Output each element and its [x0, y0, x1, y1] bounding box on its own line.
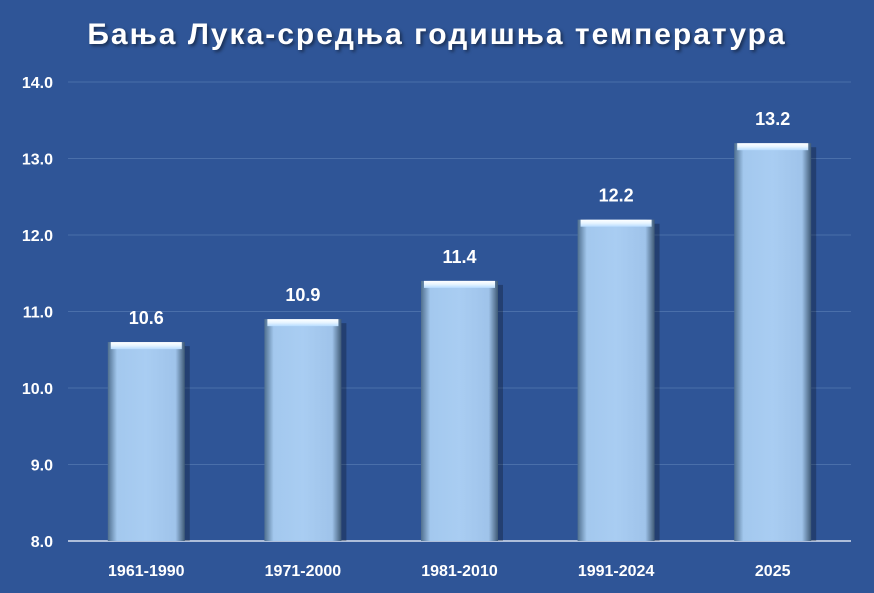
- y-tick-label: 13.0: [22, 152, 53, 169]
- data-label: 12.2: [599, 186, 634, 206]
- bar-cap: [110, 342, 182, 350]
- bar: [577, 219, 655, 541]
- bar-cap: [267, 319, 339, 327]
- bar: [107, 342, 185, 541]
- y-tick-label: 12.0: [22, 228, 53, 245]
- bar-cap: [580, 219, 652, 227]
- y-tick-label: 9.0: [31, 458, 53, 475]
- bar: [264, 319, 342, 541]
- data-label: 11.4: [442, 247, 476, 267]
- bar: [421, 280, 498, 541]
- chart-title: Бања Лука-средња годишња температура: [87, 18, 787, 51]
- bar: [734, 143, 812, 541]
- x-tick-label: 2025: [755, 563, 791, 580]
- bar-cap: [424, 280, 495, 288]
- y-tick-label: 10.0: [22, 381, 53, 398]
- x-tick-label: 1981-2010: [421, 563, 498, 580]
- data-label: 10.6: [129, 308, 164, 328]
- y-tick-label: 8.0: [31, 534, 53, 551]
- y-tick-label: 11.0: [23, 305, 53, 322]
- x-tick-label: 1991-2024: [578, 563, 655, 580]
- x-tick-label: 1961-1990: [108, 563, 185, 580]
- data-label: 10.9: [285, 285, 320, 305]
- y-tick-label: 14.0: [22, 75, 53, 92]
- bar-cap: [737, 143, 809, 151]
- data-label: 13.2: [755, 109, 790, 129]
- x-tick-label: 1971-2000: [265, 563, 342, 580]
